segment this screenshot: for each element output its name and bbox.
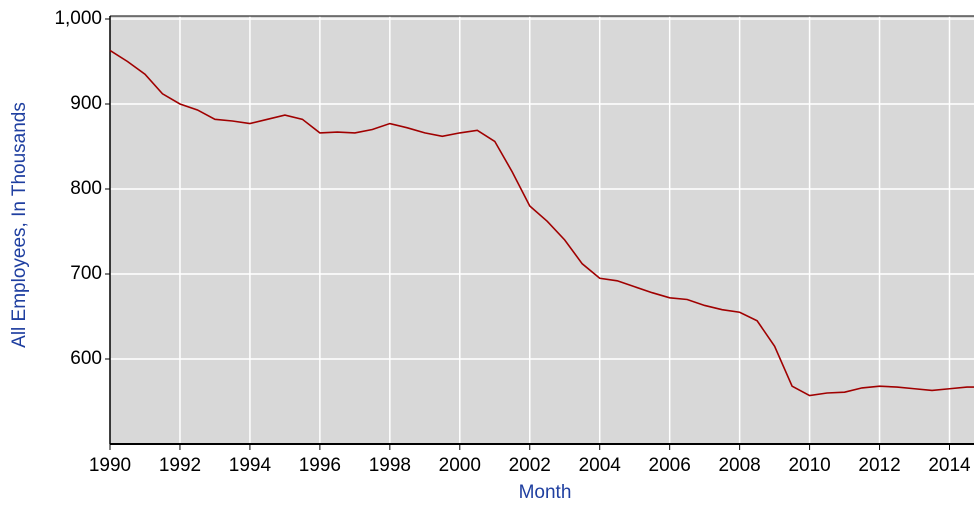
plot-background xyxy=(110,16,974,444)
y-axis-label: All Employees, In Thousands xyxy=(9,102,30,348)
x-tick-label: 2004 xyxy=(579,455,622,476)
y-tick-label: 700 xyxy=(70,263,102,284)
x-tick-label: 2012 xyxy=(858,455,900,476)
y-tick-label: 1,000 xyxy=(54,8,102,29)
x-tick-label: 1998 xyxy=(369,455,411,476)
x-tick-label: 2008 xyxy=(718,455,760,476)
x-tick-label: 2010 xyxy=(788,455,830,476)
y-tick-label: 600 xyxy=(70,348,102,369)
data-line xyxy=(109,49,974,397)
y-tick-label: 800 xyxy=(70,178,102,199)
x-tick-label: 1990 xyxy=(89,455,131,476)
x-tick-label: 2014 xyxy=(928,455,971,476)
x-tick-label: 2000 xyxy=(439,455,481,476)
x-tick-label: 1992 xyxy=(159,455,201,476)
y-tick-label: 900 xyxy=(70,93,102,114)
x-tick-label: 1996 xyxy=(299,455,341,476)
x-tick-label: 2006 xyxy=(649,455,691,476)
x-axis-label: Month xyxy=(519,482,572,503)
x-tick-label: 1994 xyxy=(229,455,272,476)
x-tick-label: 2002 xyxy=(509,455,551,476)
